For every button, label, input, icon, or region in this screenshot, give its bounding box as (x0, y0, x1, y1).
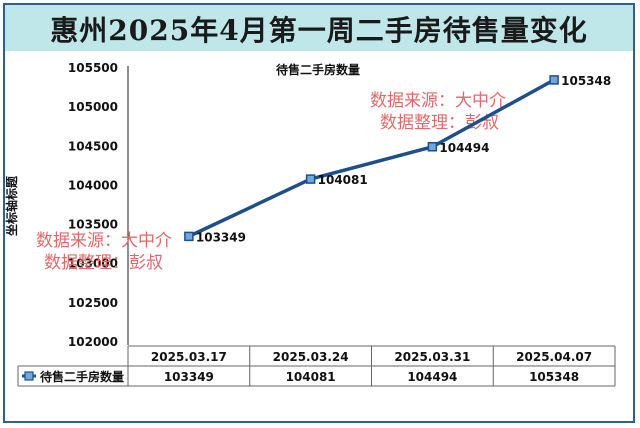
title-banner: 惠州2025年4月第一周二手房待售量变化 (5, 5, 633, 51)
data-label: 103349 (196, 230, 246, 244)
watermark-source: 数据来源：大中介 (370, 91, 506, 111)
x-category-label: 2025.04.07 (516, 350, 592, 364)
watermark-author: 数据整理：彭叔 (380, 113, 499, 133)
data-table: 2025.03.17 103349 2025.03.24 104081 2025.03.… (17, 345, 616, 387)
y-axis-title: 坐标轴标题 (4, 175, 19, 236)
x-category-label: 2025.03.31 (394, 350, 470, 364)
watermark-author: 数据整理：彭叔 (44, 253, 163, 273)
y-tick-label: 105000 (68, 100, 118, 114)
data-label: 105348 (561, 74, 611, 88)
legend-series-name: 待售二手房数量 (40, 369, 124, 384)
x-category-label: 2025.03.17 (151, 350, 227, 364)
x-category-label: 2025.03.24 (273, 350, 349, 364)
y-tick-label: 102500 (68, 296, 118, 310)
y-tick-labels: 102000 102500 103000 103500 104000 104500 1050… (68, 61, 118, 349)
table-value: 104081 (286, 370, 336, 384)
y-tick-label: 103000 (68, 257, 118, 271)
table-value: 105348 (529, 370, 579, 384)
watermark-source: 数据来源：大中介 (36, 231, 172, 251)
legend-marker (24, 371, 34, 381)
page-title: 惠州2025年4月第一周二手房待售量变化 (50, 14, 588, 47)
data-point (549, 75, 559, 85)
y-tick-label: 103500 (68, 218, 118, 232)
y-tick-label: 104000 (68, 178, 118, 192)
series-line-group: 103349 104081 104494 105348 (184, 74, 611, 244)
data-label: 104081 (318, 173, 368, 187)
data-point (184, 231, 194, 242)
data-point (305, 174, 316, 184)
series-line (188, 78, 555, 238)
y-tick-label: 105500 (68, 61, 118, 75)
y-tick-label: 102000 (68, 335, 118, 349)
chart-title: 待售二手房数量 (276, 62, 360, 77)
table-value: 103349 (164, 370, 214, 384)
y-tick-label: 104500 (68, 139, 118, 153)
chart-frame (3, 3, 635, 423)
data-point (427, 142, 438, 152)
table-value: 104494 (407, 370, 457, 384)
data-label: 104494 (439, 141, 489, 155)
